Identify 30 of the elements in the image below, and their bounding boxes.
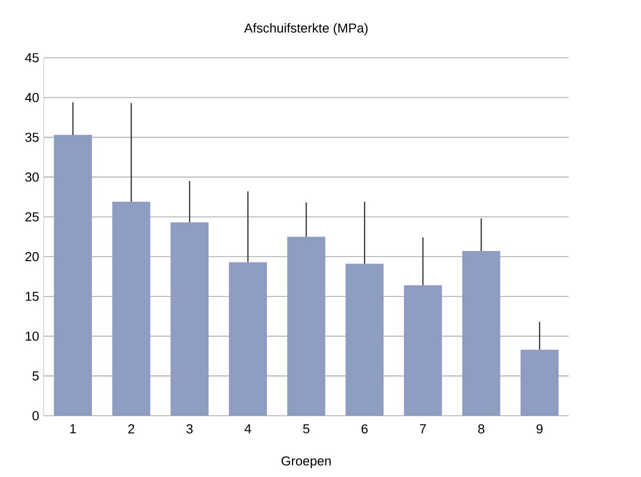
bar: [404, 285, 442, 416]
y-tick-label: 40: [25, 92, 39, 102]
y-tick-label: 30: [25, 172, 39, 182]
x-tick-label: 9: [536, 424, 543, 434]
bar: [520, 350, 559, 416]
x-tick-label: 7: [420, 424, 426, 434]
bar: [112, 202, 150, 416]
y-tick-label: 10: [26, 332, 39, 341]
y-tick-label: 35: [25, 132, 39, 142]
x-tick-label: 4: [244, 424, 252, 434]
y-tick-label: 45: [25, 53, 39, 62]
x-axis-title: Groepen: [282, 456, 331, 468]
x-tick-label: 5: [303, 424, 310, 434]
x-tick-label: 6: [362, 424, 368, 434]
bar: [346, 264, 384, 416]
y-tick-label: 5: [32, 371, 39, 380]
x-tick-label: 2: [128, 424, 134, 434]
y-tick-label: 25: [25, 212, 39, 222]
y-tick-label: 15: [26, 292, 39, 301]
x-tick-label: 8: [478, 424, 484, 434]
x-tick-label: 1: [70, 424, 76, 434]
bar: [54, 134, 92, 416]
bar: [462, 251, 500, 416]
bar: [228, 262, 267, 416]
x-tick-label: 3: [186, 424, 193, 434]
bar: [170, 222, 209, 416]
y-tick-label: 20: [25, 252, 39, 262]
y-tick-label: 0: [32, 411, 39, 420]
bar: [287, 236, 326, 416]
chart-title: Afschuifsterkte (MPa): [244, 23, 368, 36]
